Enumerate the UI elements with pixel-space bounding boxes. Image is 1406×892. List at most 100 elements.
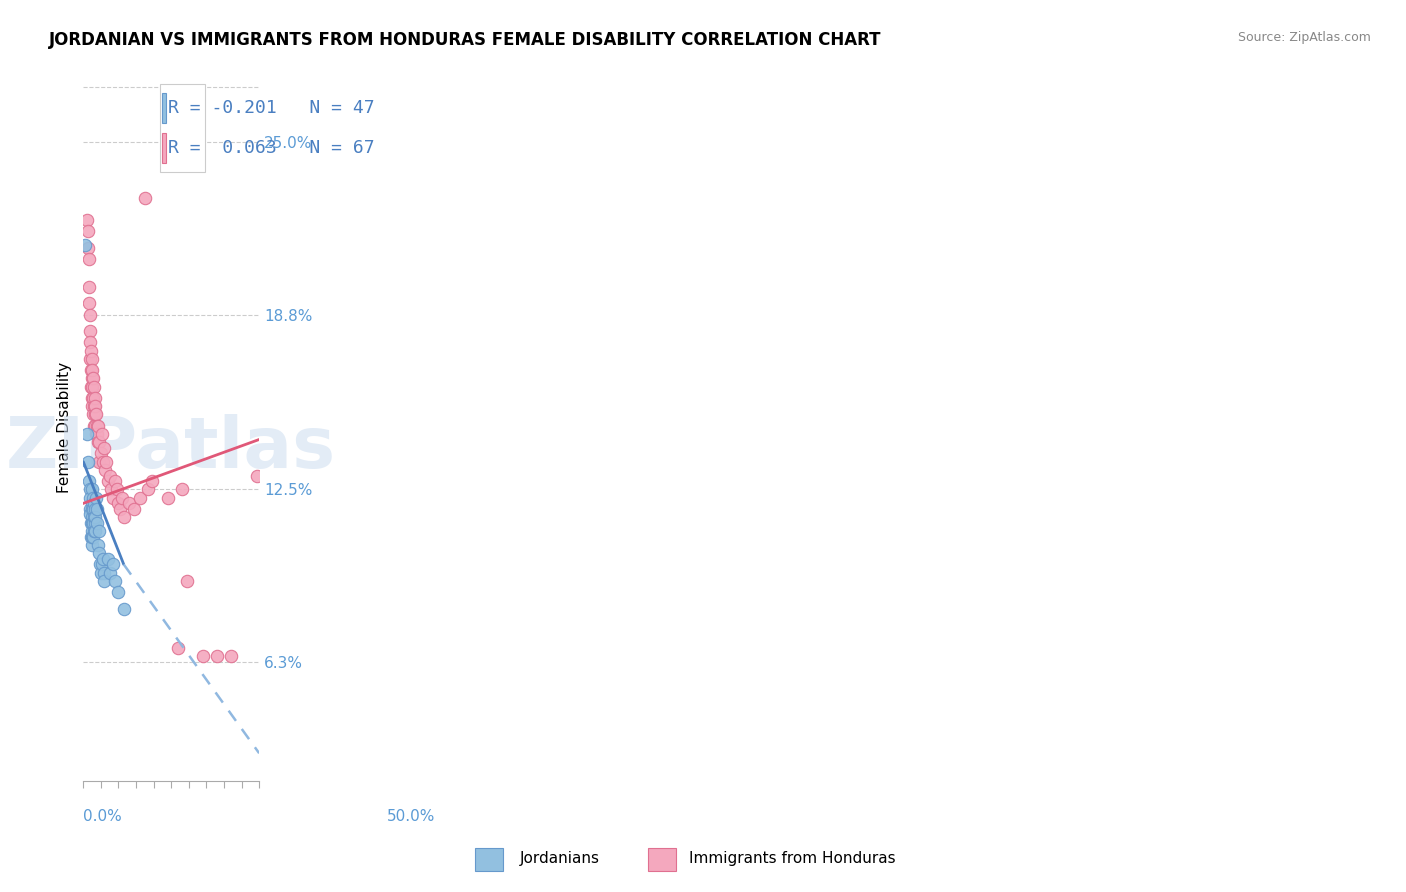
Point: [138, 483, 160, 497]
Point: [79, 508, 101, 522]
Point: [191, 648, 214, 663]
Point: [246, 468, 269, 483]
Point: [76, 224, 98, 238]
Y-axis label: Female Disability: Female Disability: [58, 361, 72, 492]
Point: [82, 380, 104, 394]
Point: [134, 191, 156, 205]
Point: [79, 502, 101, 516]
Point: [73, 238, 96, 252]
Point: [86, 418, 108, 433]
Point: [77, 279, 100, 293]
Point: [77, 474, 100, 488]
Point: [87, 435, 110, 450]
Point: [86, 426, 108, 441]
Point: [105, 483, 128, 497]
Point: [170, 483, 193, 497]
Point: [87, 524, 110, 538]
Point: [90, 426, 112, 441]
Text: 50.0%: 50.0%: [387, 809, 434, 824]
Point: [77, 241, 100, 255]
Point: [112, 510, 135, 524]
Point: [86, 502, 108, 516]
FancyBboxPatch shape: [162, 133, 166, 163]
Point: [98, 566, 121, 580]
Text: R = -0.201   N = 47: R = -0.201 N = 47: [167, 99, 374, 117]
Point: [76, 426, 98, 441]
Point: [91, 552, 114, 566]
Point: [87, 418, 110, 433]
FancyBboxPatch shape: [162, 93, 166, 122]
Point: [80, 380, 103, 394]
Point: [83, 516, 105, 530]
Point: [176, 574, 198, 588]
Point: [93, 574, 115, 588]
Point: [107, 585, 129, 599]
Point: [82, 371, 104, 385]
Point: [79, 335, 101, 350]
Point: [82, 516, 104, 530]
Point: [82, 408, 104, 422]
Point: [77, 252, 100, 266]
Point: [84, 491, 107, 505]
Point: [89, 558, 111, 572]
Text: JORDANIAN VS IMMIGRANTS FROM HONDURAS FEMALE DISABILITY CORRELATION CHART: JORDANIAN VS IMMIGRANTS FROM HONDURAS FE…: [49, 31, 882, 49]
Point: [79, 491, 101, 505]
Point: [94, 463, 117, 477]
Point: [82, 391, 104, 405]
Point: [80, 363, 103, 377]
Text: 0.0%: 0.0%: [83, 809, 122, 824]
Point: [82, 502, 104, 516]
Point: [80, 343, 103, 358]
Point: [86, 516, 108, 530]
Point: [90, 558, 112, 572]
Text: Source: ZipAtlas.com: Source: ZipAtlas.com: [1237, 31, 1371, 45]
Point: [79, 351, 101, 366]
Point: [111, 491, 134, 505]
Point: [103, 491, 125, 505]
Point: [141, 474, 163, 488]
Point: [156, 491, 179, 505]
Point: [91, 455, 114, 469]
Point: [80, 524, 103, 538]
Point: [107, 496, 129, 510]
Point: [80, 391, 103, 405]
Point: [97, 474, 120, 488]
Point: [89, 546, 111, 560]
Point: [167, 640, 190, 655]
Text: Immigrants from Honduras: Immigrants from Honduras: [689, 851, 896, 865]
Point: [84, 418, 107, 433]
Point: [93, 566, 115, 580]
Point: [82, 530, 104, 544]
Point: [82, 399, 104, 413]
Text: R =  0.063   N = 67: R = 0.063 N = 67: [167, 139, 374, 157]
Point: [80, 538, 103, 552]
Point: [82, 516, 104, 530]
Point: [80, 496, 103, 510]
Point: [97, 552, 120, 566]
Point: [98, 468, 121, 483]
Point: [82, 491, 104, 505]
Point: [205, 648, 228, 663]
Point: [83, 496, 105, 510]
Point: [128, 491, 150, 505]
Point: [80, 530, 103, 544]
Point: [87, 538, 110, 552]
Point: [84, 399, 107, 413]
Point: [90, 566, 112, 580]
Point: [118, 496, 141, 510]
Point: [82, 363, 104, 377]
Point: [84, 510, 107, 524]
Point: [100, 483, 122, 497]
Point: [83, 418, 105, 433]
Point: [110, 502, 132, 516]
Point: [76, 455, 98, 469]
Point: [89, 435, 111, 450]
Point: [83, 380, 105, 394]
Point: [79, 308, 101, 322]
Point: [112, 602, 135, 616]
Point: [84, 408, 107, 422]
Point: [84, 426, 107, 441]
Point: [80, 510, 103, 524]
Point: [80, 351, 103, 366]
Point: [83, 391, 105, 405]
